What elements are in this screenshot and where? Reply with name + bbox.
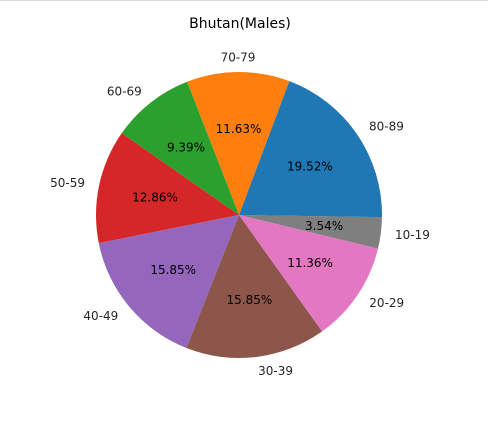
pct-label-20-29: 11.36%	[287, 256, 333, 270]
pct-label-40-49: 15.85%	[150, 263, 196, 277]
category-label-30-39: 30-39	[258, 364, 293, 378]
pct-label-30-39: 15.85%	[227, 293, 273, 307]
category-label-70-79: 70-79	[221, 51, 256, 65]
category-label-40-49: 40-49	[83, 309, 118, 323]
pct-label-60-69: 9.39%	[167, 141, 205, 155]
pct-label-50-59: 12.86%	[132, 191, 178, 205]
category-label-50-59: 50-59	[50, 176, 85, 190]
category-label-80-89: 80-89	[369, 119, 404, 133]
pct-label-80-89: 19.52%	[287, 160, 333, 174]
chart-title: Bhutan(Males)	[189, 16, 291, 32]
pct-label-70-79: 11.63%	[216, 122, 262, 136]
category-label-60-69: 60-69	[107, 84, 142, 98]
category-label-10-19: 10-19	[395, 228, 430, 242]
pct-label-10-19: 3.54%	[305, 219, 343, 233]
pie-slices	[96, 72, 382, 358]
category-label-20-29: 20-29	[369, 296, 404, 310]
